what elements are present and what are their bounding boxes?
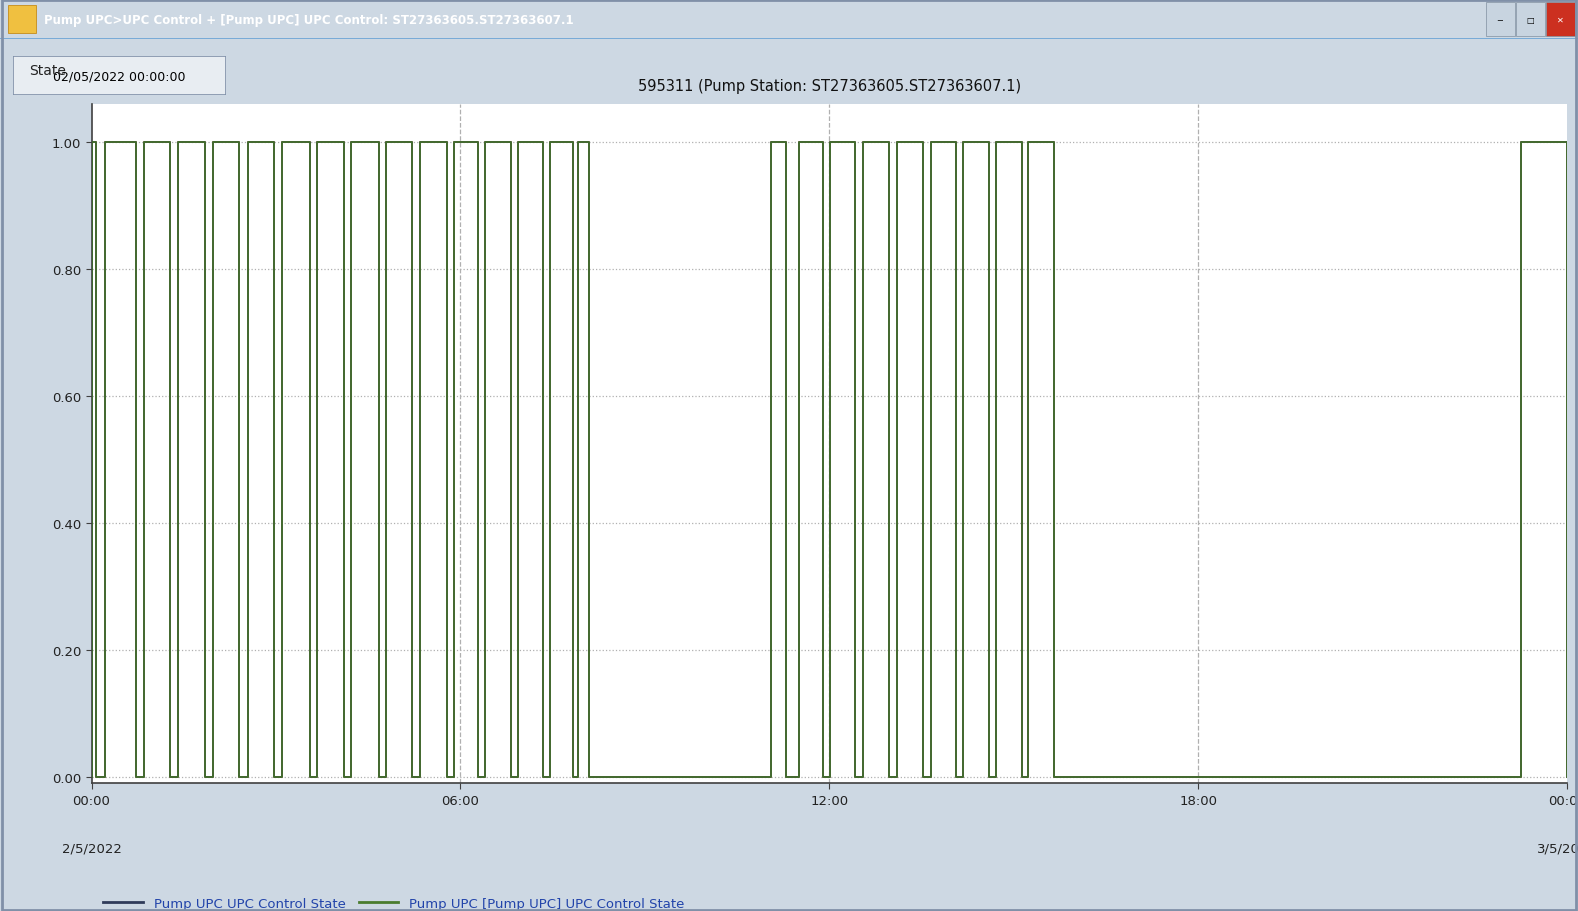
FancyBboxPatch shape <box>13 57 226 96</box>
FancyBboxPatch shape <box>1486 4 1515 36</box>
Text: 3/5/2022: 3/5/2022 <box>1537 841 1578 855</box>
Text: ✕: ✕ <box>1554 15 1567 25</box>
Text: State: State <box>30 64 66 78</box>
Text: 2/5/2022: 2/5/2022 <box>62 841 122 855</box>
Text: ─: ─ <box>1496 15 1505 25</box>
Text: Pump UPC>UPC Control + [Pump UPC] UPC Control: ST27363605.ST27363607.1: Pump UPC>UPC Control + [Pump UPC] UPC Co… <box>44 14 574 26</box>
FancyBboxPatch shape <box>1516 4 1545 36</box>
Text: 02/05/2022 00:00:00: 02/05/2022 00:00:00 <box>54 70 185 83</box>
Title: 595311 (Pump Station: ST27363605.ST27363607.1): 595311 (Pump Station: ST27363605.ST27363… <box>638 79 1021 94</box>
Legend: Pump UPC UPC Control State, Pump UPC [Pump UPC] UPC Control State: Pump UPC UPC Control State, Pump UPC [Pu… <box>98 892 690 911</box>
FancyBboxPatch shape <box>1546 4 1575 36</box>
FancyBboxPatch shape <box>8 6 36 34</box>
Text: □: □ <box>1524 15 1537 25</box>
